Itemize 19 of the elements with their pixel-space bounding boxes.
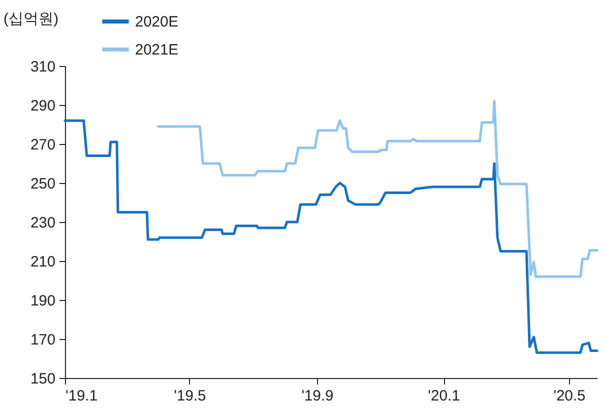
x-tick-label: '19.9	[301, 388, 334, 404]
y-tick-label: 170	[30, 332, 56, 348]
y-tick-label: 250	[30, 176, 56, 192]
legend-label: 2020E	[135, 14, 178, 30]
legend-label: 2021E	[135, 42, 178, 58]
x-tick-label: '20.5	[553, 388, 586, 404]
y-tick-label: 190	[30, 292, 56, 310]
x-tick-label: '19.1	[66, 388, 98, 404]
line-series	[157, 100, 598, 278]
y-tick-label: 210	[30, 254, 56, 270]
x-tick-label: '19.5	[174, 388, 206, 404]
y-axis-title: (십억원)	[4, 10, 58, 28]
x-tick-label: '20.1	[428, 388, 460, 404]
y-tick-label: 270	[30, 136, 56, 154]
line-series	[64, 119, 598, 354]
y-tick-label: 310	[30, 58, 56, 76]
y-tick-label: 150	[30, 370, 56, 388]
y-tick-label: 290	[30, 98, 56, 114]
y-tick-label: 230	[30, 214, 56, 232]
